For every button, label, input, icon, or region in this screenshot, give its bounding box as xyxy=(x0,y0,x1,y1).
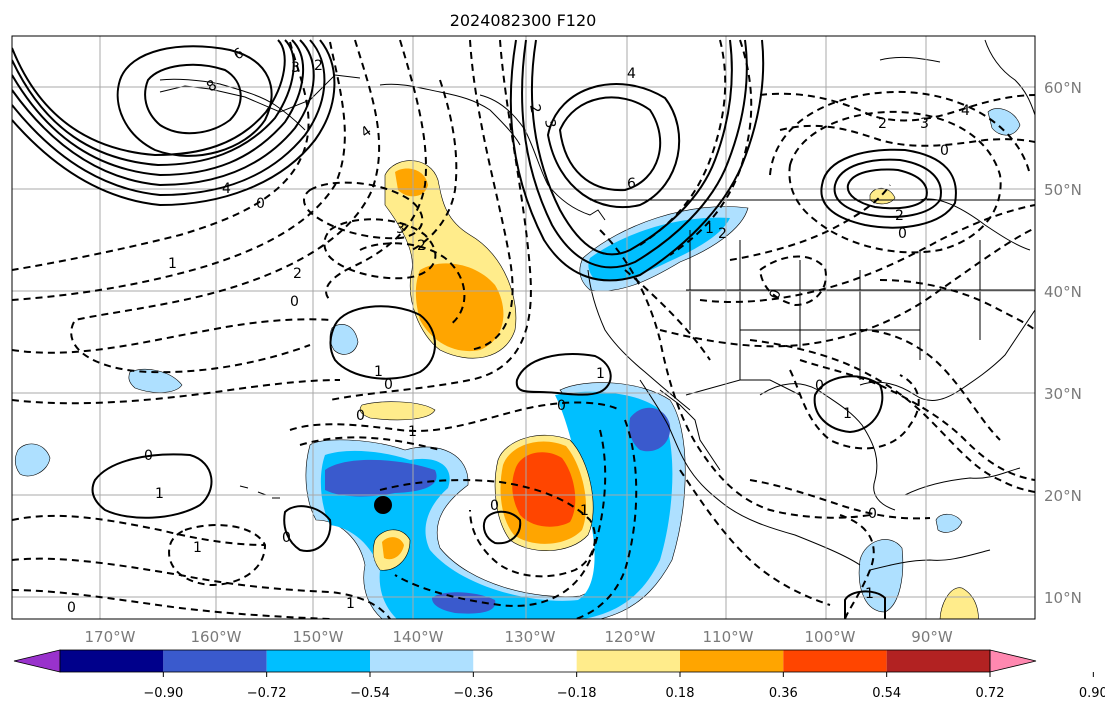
contour-label: 1 xyxy=(346,596,355,612)
colorbar-tick-label: −0.36 xyxy=(453,686,493,701)
colorbar-extend-min xyxy=(13,649,61,673)
shade-yellow-gulf xyxy=(939,587,979,619)
contour-label: 2 xyxy=(293,266,302,282)
contour-label: 3 xyxy=(396,221,405,237)
lon-label: 100°W xyxy=(805,628,856,646)
longitude-labels: 170°W 160°W 150°W 140°W 130°W 120°W 110°… xyxy=(85,628,953,646)
contour-label: 0 xyxy=(490,498,499,514)
lat-label: 60°N xyxy=(1044,79,1082,97)
contour-label: 3 xyxy=(541,118,558,130)
contour-label: 1 xyxy=(193,540,202,556)
contour-label: 0 xyxy=(384,377,393,393)
colorbar-segment xyxy=(163,650,267,672)
shade-orange-small-south xyxy=(382,537,404,560)
contour-label: 0 xyxy=(815,378,824,394)
lat-label: 50°N xyxy=(1044,181,1082,199)
shade-orange-north xyxy=(395,168,504,352)
lon-label: 110°W xyxy=(703,628,754,646)
lat-label: 30°N xyxy=(1044,385,1082,403)
shade-darkblue-east xyxy=(629,407,671,452)
contour-label: 0 xyxy=(868,506,877,522)
colorbar-segment xyxy=(783,650,887,672)
coastlines xyxy=(159,39,1035,571)
contour-label: 0 xyxy=(144,448,153,464)
contour-label: 1 xyxy=(580,503,589,519)
shaded-fields xyxy=(14,108,1021,619)
lat-label: 10°N xyxy=(1044,589,1082,607)
contour-label: 2 xyxy=(526,103,543,115)
contour-label: 0 xyxy=(898,226,907,242)
contour-label: 0 xyxy=(282,530,291,546)
colorbar-segment xyxy=(576,650,680,672)
shade-yellow-strip xyxy=(359,401,436,421)
contour-label: 0 xyxy=(557,398,566,414)
contour-label: 1 xyxy=(596,366,605,382)
colorbar-segment xyxy=(370,650,474,672)
colorbar-tick-label: −0.72 xyxy=(247,686,287,701)
colorbar-segment xyxy=(60,650,164,672)
contour-label: 1 xyxy=(168,256,177,272)
contour-label: 4 xyxy=(222,181,231,197)
lon-label: 140°W xyxy=(393,628,444,646)
shade-lightblue-caribbean xyxy=(935,513,963,533)
lon-label: 120°W xyxy=(605,628,656,646)
contour-label: 2 xyxy=(417,238,426,254)
colorbar-outline xyxy=(59,649,991,673)
shade-lightblue-northeast xyxy=(987,108,1021,136)
colorbar-segment xyxy=(680,650,784,672)
colorbar-tick-label: 0.36 xyxy=(769,686,798,701)
colorbar-tick-label: −0.54 xyxy=(350,686,390,701)
map-area: 6 3 2 8 4 0 3 2 1 0 2 3 2 4 6 4 1 2 2 3 … xyxy=(12,36,1035,619)
colorbar-tick-label: 0.72 xyxy=(976,686,1005,701)
contour-label: 0 xyxy=(940,143,949,159)
contour-label: 1 xyxy=(865,586,874,602)
contour-label: 4 xyxy=(627,66,636,82)
lon-label: 90°W xyxy=(911,628,953,646)
latitude-labels: 60°N 50°N 40°N 30°N 20°N 10°N xyxy=(1044,79,1082,607)
shade-lightblue-pacific-b xyxy=(14,443,51,477)
contour-label: 1 xyxy=(705,221,714,237)
colorbar-segment xyxy=(473,650,577,672)
storm-position-marker xyxy=(374,496,392,514)
contour-label: 2 xyxy=(895,208,904,224)
shade-darkblue-west xyxy=(325,459,437,497)
contour-label: 1 xyxy=(374,364,383,380)
contour-label: 4 xyxy=(961,103,970,119)
colorbar-segment xyxy=(266,650,370,672)
shade-red-central xyxy=(512,452,576,527)
contour-label: 0 xyxy=(356,408,365,424)
colorbar-tick-label: 0.54 xyxy=(872,686,901,701)
lon-label: 160°W xyxy=(191,628,242,646)
colorbar-extend-max xyxy=(989,649,1037,673)
shade-blue-southeast-arc xyxy=(320,391,673,619)
contour-label: 0 xyxy=(67,600,76,616)
contour-label: 0 xyxy=(290,294,299,310)
contour-label: 3 xyxy=(291,60,300,76)
contour-label: 1 xyxy=(408,424,417,440)
shade-darkblue-south xyxy=(432,592,496,614)
lat-label: 20°N xyxy=(1044,487,1082,505)
contour-label: 0 xyxy=(256,196,265,212)
lat-label: 40°N xyxy=(1044,283,1082,301)
colorbar-segment xyxy=(886,650,990,672)
map-title: 2024082300 F120 xyxy=(450,11,597,30)
lon-label: 150°W xyxy=(293,628,344,646)
contour-label: 6 xyxy=(627,176,636,192)
contour-label: 1 xyxy=(843,406,852,422)
lon-label: 130°W xyxy=(505,628,556,646)
map-frame xyxy=(11,35,1036,620)
colorbar-tick-label: −0.18 xyxy=(557,686,597,701)
lon-label: 170°W xyxy=(85,628,136,646)
contour-label: 1 xyxy=(155,486,164,502)
dashed-contours xyxy=(12,39,1035,619)
contour-label: 2 xyxy=(878,116,887,132)
colorbar: −0.90 −0.72 −0.54 −0.36 −0.18 0.18 0.36 0.54 0.7… xyxy=(13,649,1105,701)
colorbar-tick-label: 0.90 xyxy=(1079,686,1105,701)
colorbar-tick-label: −0.90 xyxy=(143,686,183,701)
contour-label: 3 xyxy=(920,116,929,132)
contour-label: 2 xyxy=(314,58,323,74)
colorbar-tick-label: 0.18 xyxy=(666,686,695,701)
contour-label: 2 xyxy=(718,226,727,242)
